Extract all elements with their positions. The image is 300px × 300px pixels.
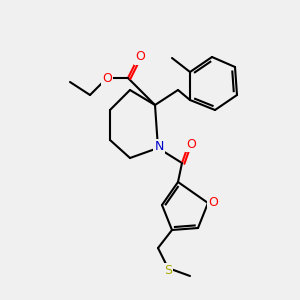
Text: O: O: [135, 50, 145, 64]
Text: O: O: [208, 196, 218, 209]
Text: O: O: [186, 137, 196, 151]
Text: N: N: [154, 140, 164, 152]
Text: O: O: [102, 71, 112, 85]
Text: S: S: [164, 263, 172, 277]
